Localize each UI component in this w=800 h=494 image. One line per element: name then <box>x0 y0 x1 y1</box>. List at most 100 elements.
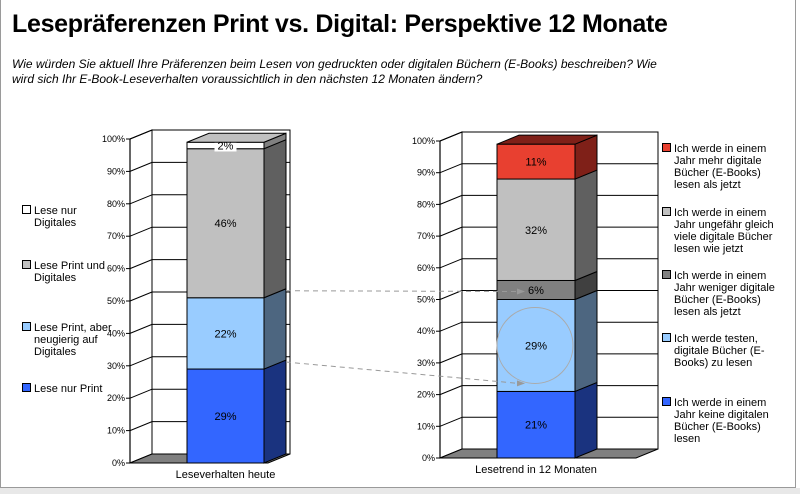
y-tick-label: 0% <box>112 458 125 468</box>
y-tick-label: 90% <box>107 166 125 176</box>
y-tick-label: 20% <box>417 390 435 400</box>
legend-label: Ich werde in einem Jahr keine digitalen … <box>674 397 769 445</box>
bar-segment-side <box>574 289 598 393</box>
gridline <box>439 131 463 142</box>
y-tick-label: 80% <box>107 199 125 209</box>
legend-item: Ich werde in einem Jahr mehr digitale Bü… <box>662 143 788 191</box>
legend-label: Ich werde in einem Jahr weniger digitale… <box>674 270 775 318</box>
legend-item: Lese Print, aber neugierig auf Digitales <box>22 322 122 358</box>
legend-item: Ich werde in einem Jahr weniger digitale… <box>662 270 788 318</box>
gridline <box>439 353 463 364</box>
bar-segment <box>496 390 576 459</box>
y-tick-label: 70% <box>107 231 125 241</box>
slide-bottom-edge <box>0 488 800 494</box>
legend-item: Lese nur Print <box>22 383 122 395</box>
legend-item: Ich werde testen, digitale Bücher (E-Boo… <box>662 333 788 369</box>
page-title: Lesepräferenzen Print vs. Digital: Persp… <box>12 10 668 38</box>
x-category-label: Leseverhalten heute <box>176 469 276 481</box>
bar-top <box>186 132 287 143</box>
legend-swatch <box>22 205 31 214</box>
data-label-bg <box>214 140 237 152</box>
bar-segment-side <box>574 169 598 282</box>
legend-label: Lese nur Print <box>34 383 103 395</box>
legend-label: Lese Print, aber neugierig auf Digitales <box>34 322 112 358</box>
y-tick-label: 30% <box>107 361 125 371</box>
legend-label: Lese nur Digitales <box>34 205 77 229</box>
legend-swatch <box>22 260 31 269</box>
legend-swatch <box>662 333 671 342</box>
gridline <box>439 290 463 300</box>
bar-segment <box>186 297 265 370</box>
gridline <box>129 194 153 205</box>
y-tick-label: 70% <box>417 231 435 241</box>
legend-item: Lese nur Digitales <box>22 205 122 229</box>
y-tick-label: 40% <box>417 326 435 336</box>
bar-segment-side <box>263 138 287 299</box>
legend-item: Lese Print und Digitales <box>22 260 122 284</box>
data-label: 6% <box>528 285 544 297</box>
data-label: 21% <box>525 420 547 432</box>
bar-segment-side <box>574 381 598 459</box>
arrow-head-icon <box>517 380 525 387</box>
data-label: 2% <box>218 140 234 152</box>
gridline <box>439 258 463 269</box>
question-text: Wie würden Sie aktuell Ihre Präferenzen … <box>12 57 657 86</box>
legend-label: Ich werde in einem Jahr mehr digitale Bü… <box>674 143 767 191</box>
bar-segment <box>496 178 576 281</box>
y-tick-label: 80% <box>417 199 435 209</box>
data-label: 32% <box>525 225 547 237</box>
legend-swatch <box>22 383 31 392</box>
legend-label: Ich werde in einem Jahr ungefähr gleich … <box>674 207 774 255</box>
gridline <box>129 161 153 172</box>
gridline <box>129 388 153 399</box>
gridline <box>129 226 153 237</box>
gridline <box>439 321 463 332</box>
dashed-arrow-line <box>285 361 520 384</box>
gridline <box>439 194 463 205</box>
bar-top <box>496 134 598 145</box>
gridline <box>439 163 463 174</box>
highlight-circle <box>496 306 574 384</box>
data-label: 22% <box>214 328 236 340</box>
legend-label: Ich werde testen, digitale Bücher (E-Boo… <box>674 333 765 369</box>
bar-segment <box>496 143 576 180</box>
dashed-arrow-line <box>285 290 520 292</box>
y-tick-label: 50% <box>107 296 125 306</box>
data-label: 29% <box>214 411 236 423</box>
gridline <box>129 356 153 367</box>
y-tick-label: 50% <box>417 295 435 305</box>
gridline <box>129 421 153 432</box>
bar-segment <box>186 148 265 299</box>
legend-label: Lese Print und Digitales <box>34 260 105 284</box>
y-tick-label: 100% <box>412 136 435 146</box>
gridline <box>129 323 153 334</box>
y-tick-label: 30% <box>417 358 435 368</box>
gridline <box>439 385 463 396</box>
gridline <box>129 129 153 140</box>
bar-segment <box>186 368 265 464</box>
legend-swatch <box>662 397 671 406</box>
legend-swatch <box>22 322 31 331</box>
y-tick-label: 10% <box>417 421 435 431</box>
x-category-label: Lesetrend in 12 Monaten <box>475 464 597 476</box>
gridline <box>439 226 463 237</box>
y-tick-label: 60% <box>107 264 125 274</box>
legend-item: Ich werde in einem Jahr ungefähr gleich … <box>662 207 788 255</box>
bar-segment-side <box>263 288 287 370</box>
y-tick-label: 40% <box>107 328 125 338</box>
y-tick-label: 10% <box>107 426 125 436</box>
legend-swatch <box>662 207 671 216</box>
legend-swatch <box>662 270 671 279</box>
gridline <box>129 259 153 270</box>
data-label: 11% <box>525 157 546 169</box>
y-tick-label: 60% <box>417 263 435 273</box>
data-label: 46% <box>214 218 236 230</box>
gridline <box>129 291 153 302</box>
y-tick-label: 100% <box>102 134 125 144</box>
y-tick-label: 0% <box>422 453 435 463</box>
legend-swatch <box>662 143 671 152</box>
arrow-head-icon <box>517 288 525 295</box>
